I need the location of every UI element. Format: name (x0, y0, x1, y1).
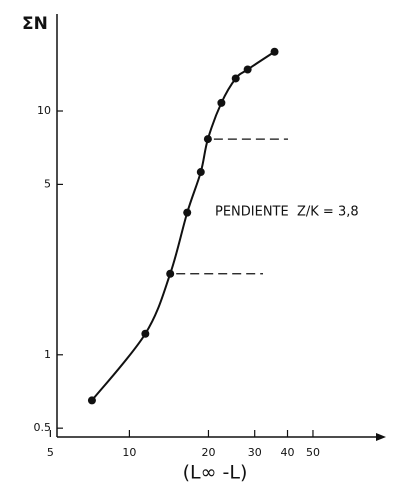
point (270, 47, 279, 56)
point (231, 74, 240, 83)
point (166, 269, 175, 278)
y-tick-label: 1 (44, 348, 51, 361)
x-tick-label: 50 (306, 446, 320, 459)
x-tick-label: 5 (47, 446, 54, 459)
y-axis-label: ΣN (22, 14, 48, 34)
point (141, 329, 150, 338)
x-axis-label: (L∞ -L) (183, 462, 248, 484)
x-tick-label: 10 (122, 446, 136, 459)
point (183, 208, 192, 217)
curve (91, 50, 276, 402)
y-tick-label: 10 (37, 104, 51, 117)
x-tick-label: 20 (201, 446, 215, 459)
point (243, 65, 252, 74)
y-tick-label: 0.5 (34, 421, 52, 434)
point (87, 396, 96, 405)
x-tick-label: 30 (248, 446, 262, 459)
x-tick-label: 40 (281, 446, 295, 459)
annotation: PENDIENTE Z/K = 3,8 (215, 205, 359, 220)
point (203, 135, 212, 144)
point (217, 98, 226, 107)
point (196, 168, 205, 177)
y-tick-label: 5 (44, 177, 51, 190)
x-axis-arrow (376, 433, 386, 441)
